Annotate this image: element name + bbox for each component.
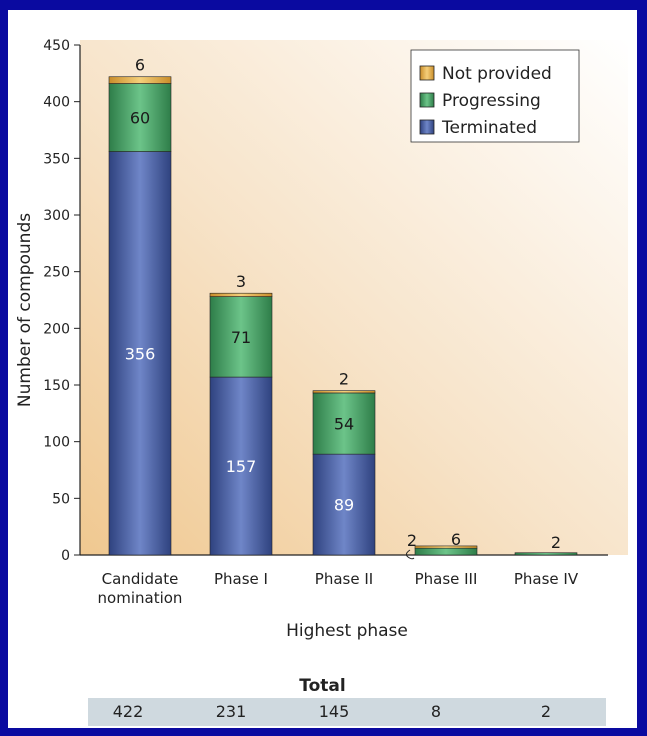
x-tick-label-phase-iii: Phase III [415, 570, 478, 588]
data-label-phase-ii-terminated: 89 [334, 496, 354, 515]
annotation-bracket [405, 549, 415, 560]
x-tick-label-candidate-nomination: Candidate [102, 570, 179, 588]
total-cell-phase-2: 145 [318, 702, 350, 721]
y-tick-label: 0 [61, 548, 70, 564]
bar-phase-ii-progressing [312, 392, 376, 455]
bars [108, 76, 578, 556]
stacked-bar-chart: 0 50 100 150 200 250 300 350 400 450 Candidatenomi… [15, 38, 628, 641]
y-tick-label: 200 [43, 321, 70, 337]
x-tick-label-phase-ii: Phase II [315, 570, 373, 588]
y-axis-label: Number of compounds [15, 213, 35, 407]
y-tick-label: 350 [43, 151, 70, 167]
data-labels: 356 60 6 157 71 3 89 54 2 2 6 2 [125, 56, 561, 560]
total-cell-phase-1: 231 [215, 702, 247, 721]
y-tick-label: 50 [52, 491, 70, 507]
bar-candidate-nomination-not-provided [108, 76, 172, 84]
bar-candidate-nomination-terminated [108, 151, 172, 556]
annotation-phase-iii-1: 6 [451, 530, 461, 549]
chart-panel: 0 50 100 150 200 250 300 350 400 450 Candidate nomi… [8, 10, 637, 728]
data-label-phase-i-not-provided: 3 [236, 272, 246, 291]
y-tick-label: 150 [43, 378, 70, 394]
legend-swatch-terminated [419, 119, 435, 135]
y-tick-label: 400 [43, 95, 70, 111]
data-label-candidate-nomination-terminated: 356 [125, 344, 156, 363]
totals-row: 422 231 145 8 2 [88, 698, 606, 726]
legend-swatch-progressing [419, 92, 435, 108]
legend-label-progressing: Progressing [442, 91, 541, 111]
data-label-candidate-nomination-progressing: 60 [130, 109, 150, 128]
x-tick-label-candidate-nomination: nomination [98, 589, 183, 607]
bar-phase-ii-not-provided [312, 390, 376, 394]
annotation-phase-iii-0: 2 [407, 531, 417, 550]
bar-phase-i-progressing [209, 296, 273, 378]
y-tick-label: 450 [43, 38, 70, 54]
legend-label-not-provided: Not provided [442, 64, 552, 84]
y-tick-label: 100 [43, 435, 70, 451]
legend-label-terminated: Terminated [441, 118, 537, 138]
bar-phase-iii-not-provided [414, 545, 478, 549]
x-tick-label-phase-i: Phase I [214, 570, 268, 588]
bar-phase-iv-progressing [514, 552, 578, 556]
bar-candidate-nomination-progressing [108, 83, 172, 152]
data-label-phase-i-terminated: 157 [226, 457, 257, 476]
x-axis-label: Highest phase [286, 621, 408, 641]
data-label-phase-i-progressing: 71 [231, 328, 251, 347]
bar-phase-i-terminated [209, 376, 273, 556]
y-tick-label: 250 [43, 265, 70, 281]
data-label-phase-ii-progressing: 54 [334, 415, 354, 434]
bar-phase-ii-terminated [312, 453, 376, 556]
axes: 0 50 100 150 200 250 300 350 400 450 Candidatenomi… [43, 38, 608, 607]
bar-phase-i-not-provided [209, 292, 273, 297]
bar-phase-iii-progressing [414, 547, 478, 556]
annotation-phase-iv-2: 2 [551, 533, 561, 552]
legend-swatch-not-provided [419, 65, 435, 81]
total-cell-candidate: 422 [112, 702, 144, 721]
data-label-phase-ii-not-provided: 2 [339, 370, 349, 389]
x-tick-label-phase-iv: Phase IV [514, 570, 579, 588]
data-label-candidate-nomination-not-provided: 6 [135, 56, 145, 75]
totals-title: Total [299, 676, 346, 696]
legend-box [410, 49, 580, 143]
total-cell-phase-3: 8 [430, 702, 442, 721]
legend: Not provided Progressing Terminated [410, 49, 580, 143]
total-cell-phase-4: 2 [540, 702, 552, 721]
y-tick-label: 300 [43, 208, 70, 224]
